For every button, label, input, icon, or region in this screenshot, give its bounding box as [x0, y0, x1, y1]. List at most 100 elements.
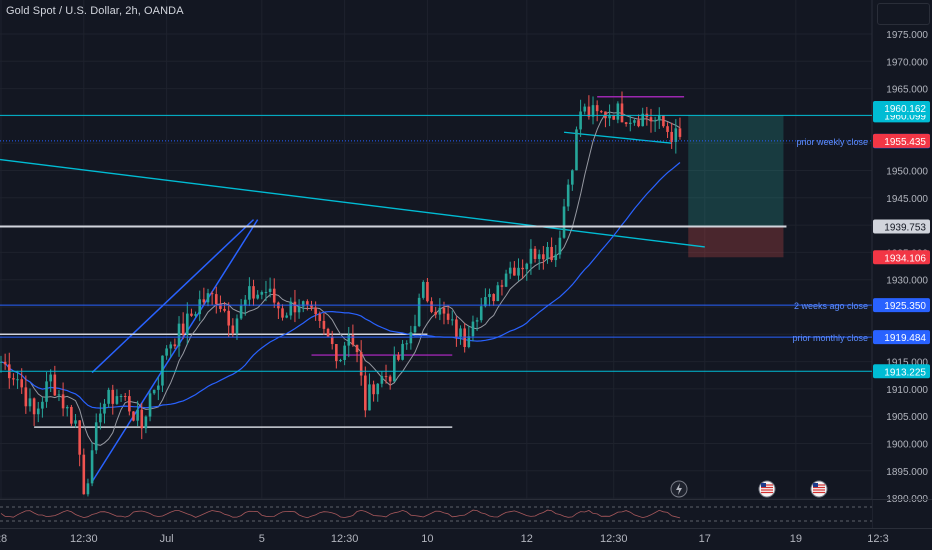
- candle-body[interactable]: [534, 249, 537, 259]
- candle-body[interactable]: [120, 396, 123, 397]
- candle-body[interactable]: [654, 120, 657, 121]
- candle-body[interactable]: [66, 407, 69, 408]
- candle-body[interactable]: [505, 274, 508, 287]
- candle-body[interactable]: [451, 319, 454, 320]
- candle-body[interactable]: [211, 293, 214, 294]
- candle-body[interactable]: [434, 312, 437, 315]
- candle-body[interactable]: [306, 301, 309, 304]
- candle-body[interactable]: [0, 362, 2, 363]
- candle-body[interactable]: [273, 289, 276, 303]
- candle-body[interactable]: [178, 324, 181, 347]
- candle-body[interactable]: [298, 307, 301, 313]
- candle-body[interactable]: [256, 295, 259, 299]
- candle-body[interactable]: [140, 410, 143, 429]
- candle-body[interactable]: [107, 390, 110, 404]
- candle-body[interactable]: [476, 320, 479, 321]
- candle-body[interactable]: [480, 306, 483, 320]
- candle-body[interactable]: [621, 103, 624, 122]
- candle-body[interactable]: [389, 377, 392, 382]
- candle-body[interactable]: [372, 384, 375, 394]
- candle-body[interactable]: [335, 344, 338, 361]
- candle-body[interactable]: [91, 450, 94, 483]
- candle-body[interactable]: [658, 115, 661, 120]
- candle-body[interactable]: [447, 314, 450, 320]
- candle-body[interactable]: [29, 398, 32, 406]
- candle-body[interactable]: [617, 103, 620, 119]
- candle-body[interactable]: [145, 417, 148, 429]
- candle-body[interactable]: [625, 122, 628, 124]
- candle-body[interactable]: [559, 238, 562, 255]
- candle-body[interactable]: [542, 254, 545, 259]
- candle-body[interactable]: [554, 255, 557, 261]
- candle-body[interactable]: [422, 282, 425, 298]
- candle-body[interactable]: [240, 306, 243, 319]
- candle-body[interactable]: [215, 294, 218, 304]
- candle-body[interactable]: [54, 375, 57, 396]
- candle-body[interactable]: [4, 362, 7, 365]
- candle-body[interactable]: [269, 289, 272, 292]
- candle-body[interactable]: [182, 324, 185, 335]
- candle-body[interactable]: [62, 394, 65, 408]
- candle-body[interactable]: [397, 355, 400, 360]
- candle-body[interactable]: [521, 268, 524, 269]
- candle-body[interactable]: [16, 379, 19, 380]
- candle-body[interactable]: [629, 123, 632, 124]
- candle-body[interactable]: [12, 378, 15, 379]
- toolbar-placeholder-box[interactable]: [877, 3, 930, 25]
- candle-body[interactable]: [194, 314, 197, 316]
- candle-body[interactable]: [368, 384, 371, 410]
- candle-body[interactable]: [45, 381, 48, 401]
- candle-body[interactable]: [579, 112, 582, 130]
- candle-body[interactable]: [517, 268, 520, 276]
- candle-body[interactable]: [153, 390, 156, 393]
- candle-body[interactable]: [513, 268, 516, 276]
- candle-body[interactable]: [675, 128, 678, 142]
- candle-body[interactable]: [463, 328, 466, 347]
- candle-body[interactable]: [124, 396, 127, 397]
- candle-body[interactable]: [525, 264, 528, 270]
- candle-body[interactable]: [281, 308, 284, 317]
- candle-body[interactable]: [165, 348, 168, 355]
- candle-body[interactable]: [203, 299, 206, 302]
- candle-body[interactable]: [571, 170, 574, 184]
- candle-body[interactable]: [472, 322, 475, 337]
- candle-body[interactable]: [339, 360, 342, 361]
- candle-body[interactable]: [190, 314, 193, 316]
- candle-body[interactable]: [381, 376, 384, 384]
- candle-body[interactable]: [455, 319, 458, 337]
- candle-body[interactable]: [186, 314, 189, 335]
- candle-body[interactable]: [49, 375, 52, 382]
- candle-body[interactable]: [443, 308, 446, 314]
- candle-body[interactable]: [116, 396, 119, 404]
- candle-body[interactable]: [600, 111, 603, 112]
- candle-body[interactable]: [550, 247, 553, 260]
- lightning-icon[interactable]: [671, 481, 687, 497]
- candle-body[interactable]: [439, 308, 442, 315]
- candle-body[interactable]: [430, 301, 433, 312]
- candle-body[interactable]: [679, 128, 682, 137]
- candle-body[interactable]: [405, 343, 408, 344]
- candle-body[interactable]: [567, 185, 570, 207]
- candle-body[interactable]: [223, 309, 226, 311]
- candle-body[interactable]: [459, 328, 462, 337]
- candle-body[interactable]: [161, 356, 164, 386]
- candle-body[interactable]: [232, 326, 235, 334]
- candle-body[interactable]: [426, 282, 429, 301]
- candle-body[interactable]: [103, 404, 106, 414]
- candle-body[interactable]: [575, 129, 578, 170]
- candle-body[interactable]: [364, 376, 367, 411]
- candle-body[interactable]: [343, 346, 346, 360]
- position-target-zone[interactable]: [688, 115, 783, 226]
- candle-body[interactable]: [132, 411, 135, 420]
- candle-body[interactable]: [650, 117, 653, 121]
- candle-body[interactable]: [290, 302, 293, 316]
- candle-body[interactable]: [261, 292, 264, 295]
- us-flag-icon[interactable]: [811, 481, 827, 497]
- candle-body[interactable]: [198, 299, 201, 314]
- candle-body[interactable]: [414, 326, 417, 332]
- candle-body[interactable]: [136, 410, 139, 421]
- candle-body[interactable]: [25, 387, 28, 406]
- candle-body[interactable]: [323, 321, 326, 329]
- candle-body[interactable]: [331, 337, 334, 344]
